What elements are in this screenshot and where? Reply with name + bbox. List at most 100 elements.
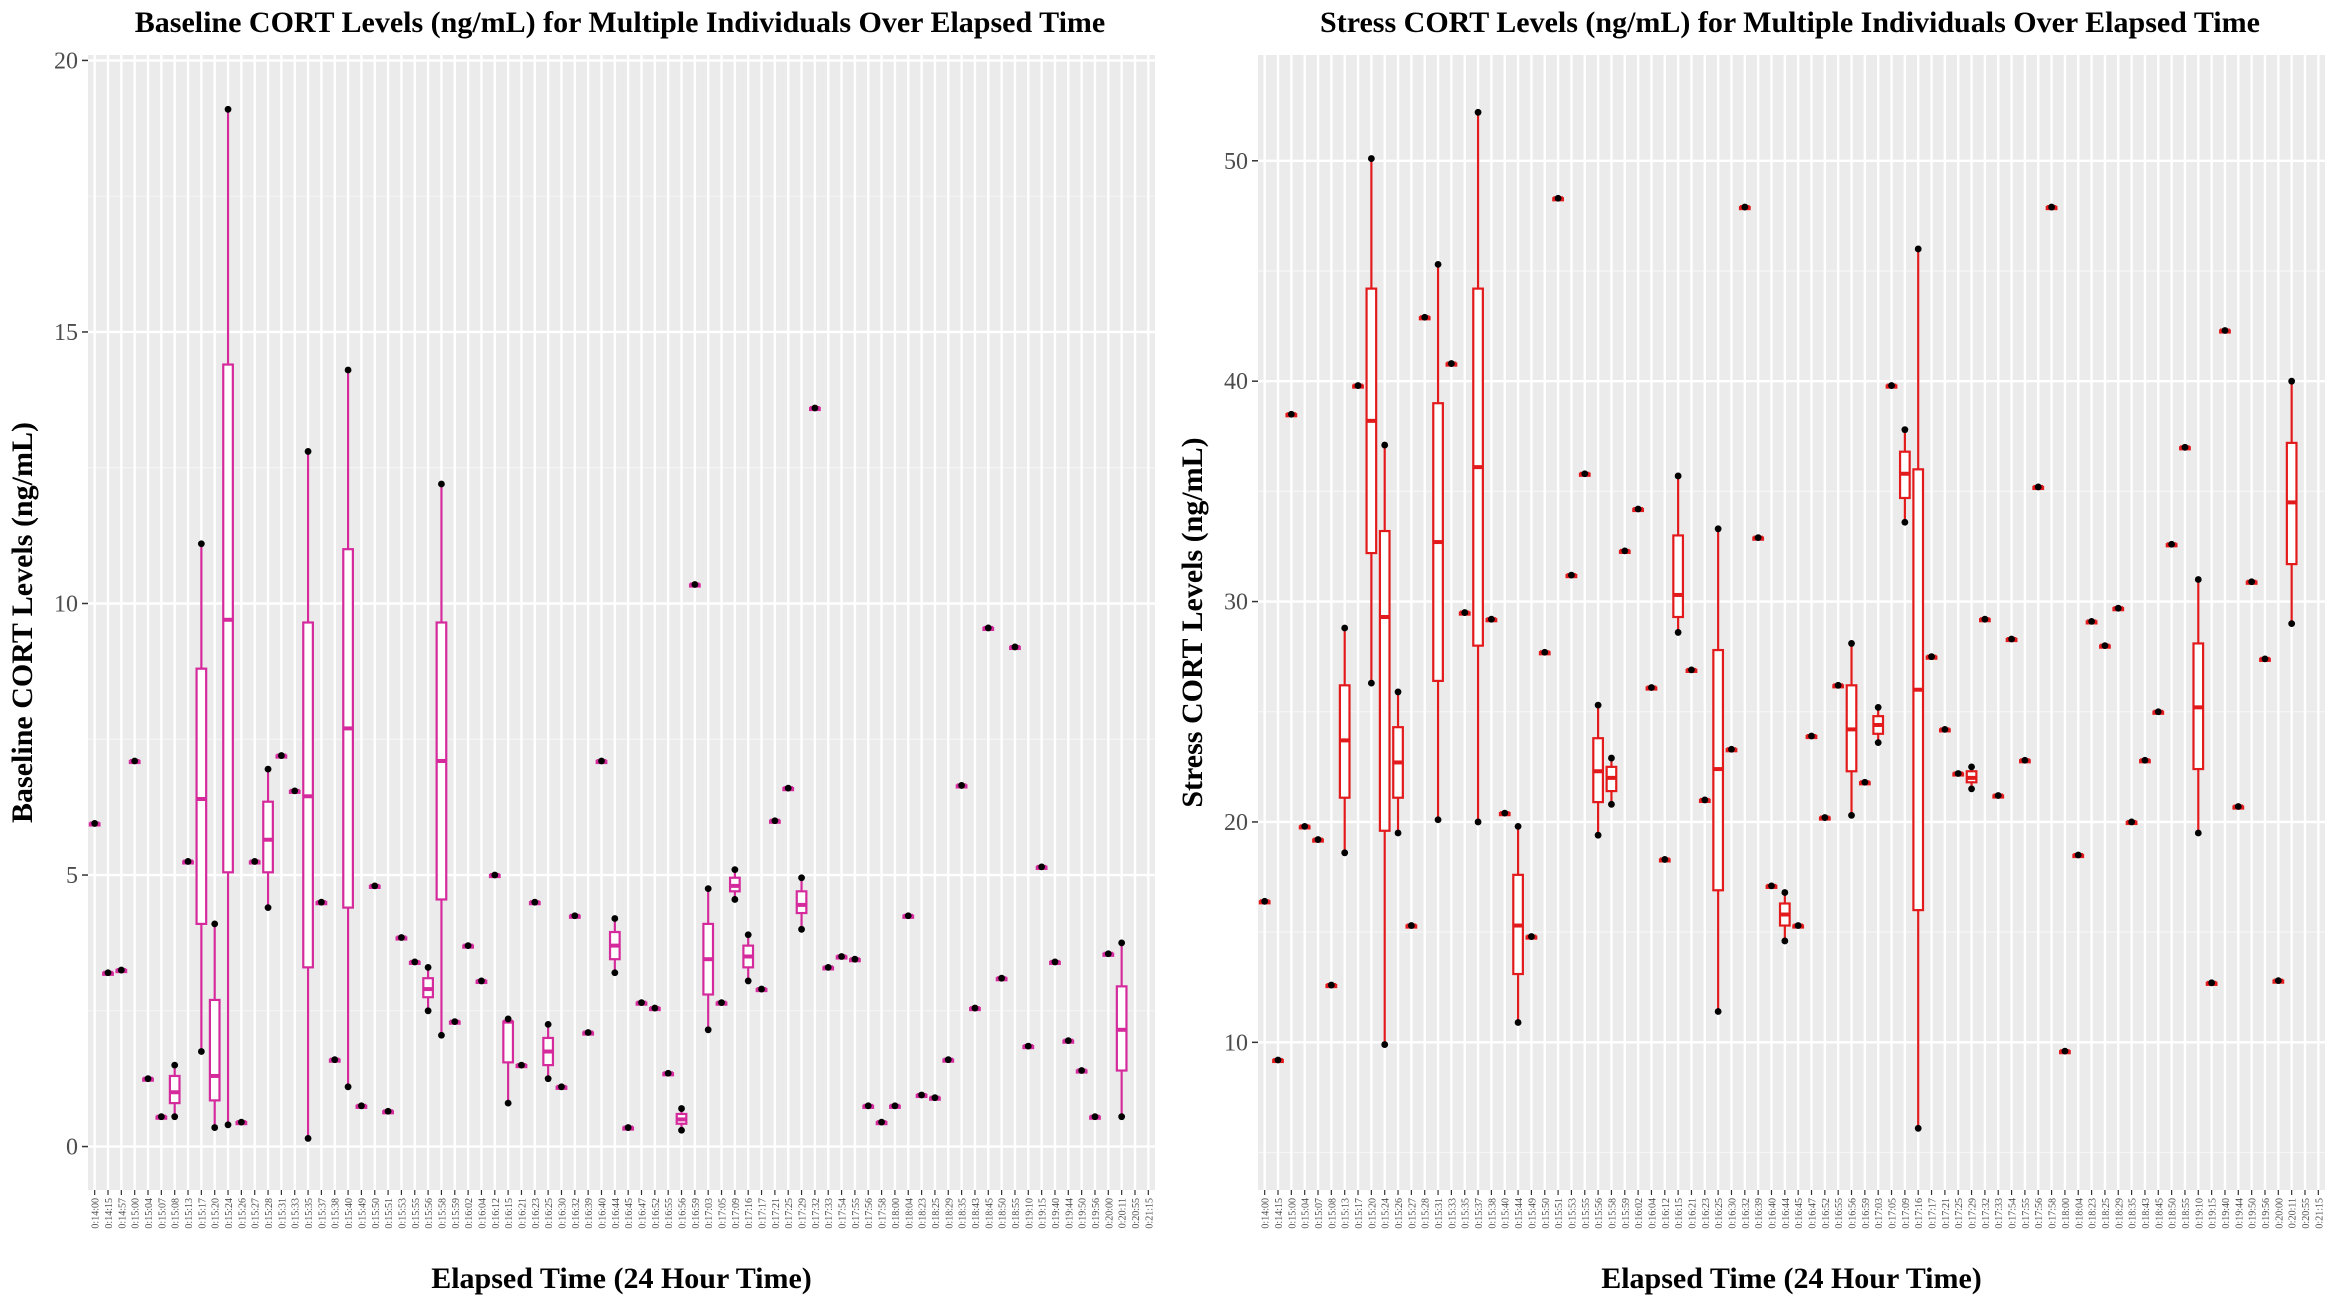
point: [878, 1118, 885, 1126]
x-tick-label: 0:17:05: [718, 1198, 729, 1229]
x-tick-label: 0:16:44: [611, 1198, 622, 1229]
point-max: [197, 540, 205, 548]
x-tick-label: 0:15:08: [171, 1198, 182, 1229]
point: [1954, 770, 1962, 777]
x-tick-label: 0:15:00: [131, 1198, 142, 1229]
box-0:15:27: [248, 858, 261, 865]
box-0:20:00: [2272, 977, 2285, 985]
box-0:17:09: [728, 866, 741, 903]
x-tick-label: 0:15:00: [1287, 1198, 1298, 1229]
box-0:15:51: [382, 1107, 394, 1115]
point-max: [1394, 688, 1402, 696]
point: [1568, 571, 1575, 579]
box-0:15:28: [1418, 313, 1431, 321]
point: [1661, 856, 1669, 863]
x-tick-label: 0:15:59: [1621, 1198, 1632, 1229]
x-tick-label: 0:16:21: [517, 1198, 528, 1229]
box-0:15:24: [222, 105, 234, 1129]
x-tick-label: 0:16:55: [664, 1198, 675, 1229]
box-0:15:17: [1352, 382, 1364, 389]
box-0:17:55: [849, 955, 861, 963]
chart-title: Stress CORT Levels (ng/mL) for Multiple …: [1320, 6, 2260, 39]
point: [478, 977, 485, 985]
x-tick-label: 0:15:44: [1514, 1198, 1525, 1229]
point-min: [704, 1026, 712, 1034]
point-max: [304, 448, 312, 455]
point-max: [1674, 472, 1682, 480]
point: [1354, 382, 1362, 389]
box-0:15:28: [262, 765, 274, 912]
point: [1581, 470, 1589, 478]
x-tick-label: 0:20:00: [1104, 1198, 1115, 1229]
point: [584, 1029, 592, 1036]
x-tick-label: 0:17:32: [1981, 1198, 1992, 1229]
point: [558, 1083, 565, 1091]
box-0:16:32: [568, 912, 581, 920]
box-0:17:17: [755, 985, 768, 993]
point: [2248, 578, 2256, 586]
box-0:20:00: [1102, 950, 1115, 958]
box-body: [502, 1020, 515, 1064]
box-0:16:30: [1725, 745, 1738, 753]
box-0:16:15: [502, 1015, 515, 1107]
box-0:16:23: [528, 898, 541, 906]
x-tick-label: 0:21:15: [2314, 1198, 2325, 1229]
x-tick-label: 0:18:50: [2168, 1198, 2179, 1229]
point-min: [264, 904, 272, 912]
x-tick-label: 0:16:02: [464, 1198, 475, 1229]
box-0:19:56: [2259, 655, 2271, 663]
x-tick-label: 0:19:10: [1024, 1198, 1035, 1229]
x-tick-label: 0:17:29: [1968, 1198, 1979, 1229]
point-max: [744, 931, 752, 939]
point: [291, 787, 299, 795]
x-tick-label: 0:15:55: [411, 1198, 422, 1229]
box-0:16:44: [608, 915, 621, 977]
x-tick-label: 0:15:13: [184, 1198, 195, 1229]
x-tick-label: 0:15:56: [424, 1198, 435, 1229]
x-tick-label: 0:15:20: [1367, 1198, 1378, 1229]
point-max: [1118, 939, 1126, 947]
box-0:15:53: [395, 934, 408, 941]
x-tick-label: 0:16:25: [1714, 1198, 1725, 1229]
x-tick-label: 0:14:15: [104, 1198, 115, 1229]
box-body: [168, 1074, 181, 1105]
box-0:19:10: [2192, 576, 2205, 837]
point-max: [504, 1015, 512, 1023]
point: [2141, 756, 2149, 764]
point-max: [438, 480, 445, 488]
x-tick-label: 0:17:21: [771, 1198, 782, 1229]
point-max: [1874, 703, 1882, 711]
box-0:16:12: [1658, 856, 1671, 863]
point: [1741, 203, 1749, 211]
point-min: [344, 1083, 352, 1091]
point-min: [1514, 1019, 1522, 1026]
x-tick-label: 0:15:28: [1421, 1198, 1432, 1229]
x-tick-label: 0:18:29: [2114, 1198, 2125, 1229]
point: [2261, 655, 2269, 663]
box-0:18:55: [1009, 643, 1021, 651]
point: [1447, 360, 1455, 367]
point: [1091, 1113, 1099, 1121]
x-tick-label: 0:17:09: [1901, 1198, 1912, 1229]
box-0:15:04: [142, 1075, 154, 1083]
point-min: [1968, 785, 1975, 793]
x-tick-label: 0:14:57: [117, 1198, 128, 1229]
y-tick-label: 0: [66, 1135, 78, 1161]
x-tick-label: 0:17:54: [2008, 1198, 2019, 1229]
box-0:18:04: [902, 912, 915, 920]
box-body: [795, 890, 808, 915]
x-tick-label: 0:18:45: [2154, 1198, 2165, 1229]
box-0:14:00: [1258, 897, 1271, 905]
point: [2181, 443, 2189, 451]
x-tick-label: 0:15:31: [1434, 1198, 1445, 1229]
box-0:15:50: [1538, 648, 1551, 656]
box-0:18:35: [955, 782, 968, 789]
point: [277, 752, 285, 759]
box-0:15:24: [1378, 441, 1391, 1048]
point: [1011, 643, 1019, 651]
box-0:16:21: [515, 1061, 528, 1069]
point: [1941, 725, 1949, 733]
point: [718, 999, 725, 1007]
point-min: [2288, 620, 2296, 628]
point-min: [504, 1099, 512, 1107]
